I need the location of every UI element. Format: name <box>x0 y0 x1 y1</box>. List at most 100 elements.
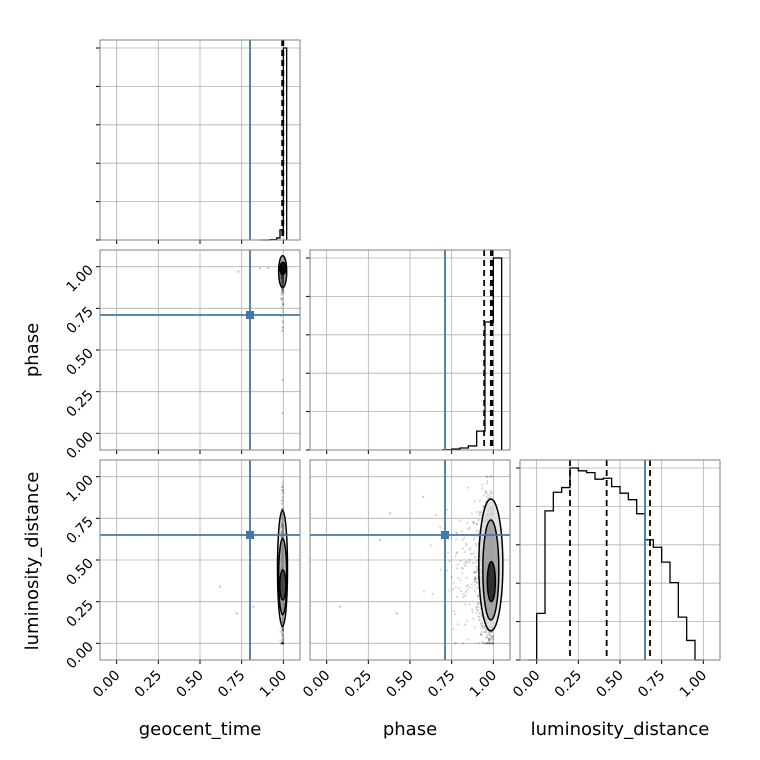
sample-point <box>464 542 468 545</box>
sample-point <box>484 642 487 645</box>
sample-point <box>281 499 284 503</box>
sample-point <box>281 637 285 640</box>
sample-point <box>282 292 285 295</box>
sample-point <box>484 491 487 494</box>
sample-point <box>483 625 486 628</box>
sample-point <box>282 634 285 637</box>
sample-point <box>455 532 459 535</box>
sample-point <box>488 642 491 645</box>
sample-point <box>485 635 489 638</box>
sample-point <box>451 588 454 591</box>
sample-point <box>280 294 283 297</box>
sample-point <box>456 576 459 580</box>
sample-point <box>280 632 284 635</box>
histogram-panel-geocent_time <box>96 39 301 244</box>
sample-point <box>473 626 476 629</box>
sample-point-outlier <box>267 267 270 270</box>
sample-point <box>491 642 494 645</box>
sample-point <box>471 520 474 523</box>
sample-point <box>281 499 284 503</box>
sample-point <box>282 311 285 314</box>
sample-point <box>492 636 495 639</box>
sample-point <box>281 642 284 645</box>
sample-point <box>281 628 284 631</box>
sample-point <box>489 637 492 640</box>
sample-point <box>434 514 438 517</box>
sample-point <box>463 537 466 540</box>
sample-point <box>485 482 489 485</box>
sample-point <box>489 492 492 495</box>
sample-point <box>468 603 471 606</box>
truth-marker <box>246 531 254 539</box>
sample-point <box>490 642 494 645</box>
sample-point <box>450 576 453 579</box>
sample-point <box>485 642 489 645</box>
sample-point <box>281 288 284 291</box>
sample-point <box>482 494 486 497</box>
sample-point <box>281 505 285 509</box>
sample-point <box>281 628 284 631</box>
sample-point <box>281 642 284 645</box>
sample-point <box>473 590 477 593</box>
sample-point <box>476 615 479 618</box>
sample-point <box>474 584 477 587</box>
sample-point <box>281 489 284 492</box>
sample-point <box>462 596 465 599</box>
sample-point <box>281 642 285 645</box>
sample-point <box>480 624 483 628</box>
sample-point <box>281 635 284 638</box>
sample-point-outlier <box>252 605 255 608</box>
sample-point <box>476 602 480 606</box>
sample-point <box>489 642 492 645</box>
sample-point <box>281 642 284 645</box>
sample-point <box>281 639 285 642</box>
sample-point <box>475 561 478 564</box>
sample-point <box>481 625 484 628</box>
sample-point <box>456 563 459 566</box>
sample-point <box>461 547 465 550</box>
sample-point <box>456 623 459 626</box>
histogram-panel-phase <box>306 249 511 454</box>
sample-point <box>489 495 492 498</box>
sample-point <box>281 628 284 631</box>
sample-point <box>281 303 284 306</box>
sample-point <box>488 638 491 641</box>
sample-point <box>480 633 483 636</box>
sample-point <box>461 530 464 533</box>
sample-point <box>488 639 491 642</box>
density-contour-3 <box>486 560 497 603</box>
sample-point <box>466 486 470 489</box>
sample-point <box>490 475 494 478</box>
sample-point <box>282 628 285 631</box>
sample-point <box>280 293 283 296</box>
sample-point <box>483 630 486 633</box>
sample-point <box>281 301 284 304</box>
sample-point <box>466 638 469 641</box>
sample-point <box>474 571 477 574</box>
sample-point <box>484 630 487 634</box>
sample-point <box>463 551 466 554</box>
sample-point <box>479 632 482 635</box>
sample-point <box>439 526 442 529</box>
sample-point <box>484 626 487 629</box>
sample-point <box>455 551 458 554</box>
sample-point <box>472 521 476 524</box>
sample-point <box>280 306 283 309</box>
sample-point <box>282 640 285 644</box>
sample-point <box>452 581 455 585</box>
sample-point <box>462 642 465 645</box>
sample-point <box>478 615 481 618</box>
sample-point <box>478 512 482 515</box>
sample-point <box>476 595 479 598</box>
sample-point <box>473 570 476 574</box>
sample-point <box>281 290 284 293</box>
sample-point <box>485 628 488 631</box>
x-axis-label-luminosity_distance: luminosity_distance <box>531 719 710 740</box>
sample-point-outlier <box>378 538 382 542</box>
sample-point <box>281 482 284 486</box>
sample-point <box>489 634 492 637</box>
sample-point <box>279 630 282 633</box>
sample-point <box>481 642 485 645</box>
sample-point <box>281 298 285 301</box>
